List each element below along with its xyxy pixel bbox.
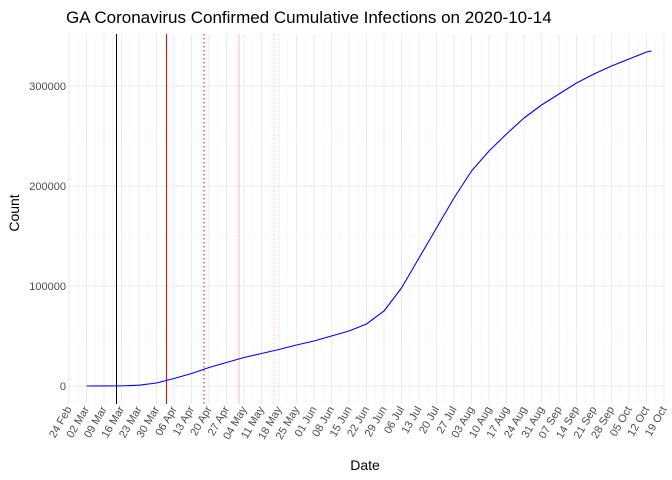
x-axis-title: Date: [350, 457, 380, 473]
chart-title: GA Coronavirus Confirmed Cumulative Infe…: [66, 8, 552, 27]
y-axis-ticks: 0 100000 200000 300000: [29, 81, 66, 393]
reference-lines: [116, 34, 275, 404]
series-line: [86, 50, 652, 387]
y-axis-title: Count: [6, 194, 22, 231]
y-tick-label: 300000: [29, 81, 66, 93]
minor-gridlines: [69, 34, 664, 404]
y-tick-label: 100000: [29, 281, 66, 293]
y-tick-label: 0: [60, 381, 66, 393]
major-gridlines: [68, 34, 665, 404]
y-tick-label: 200000: [29, 181, 66, 193]
series-layer: [86, 50, 652, 387]
